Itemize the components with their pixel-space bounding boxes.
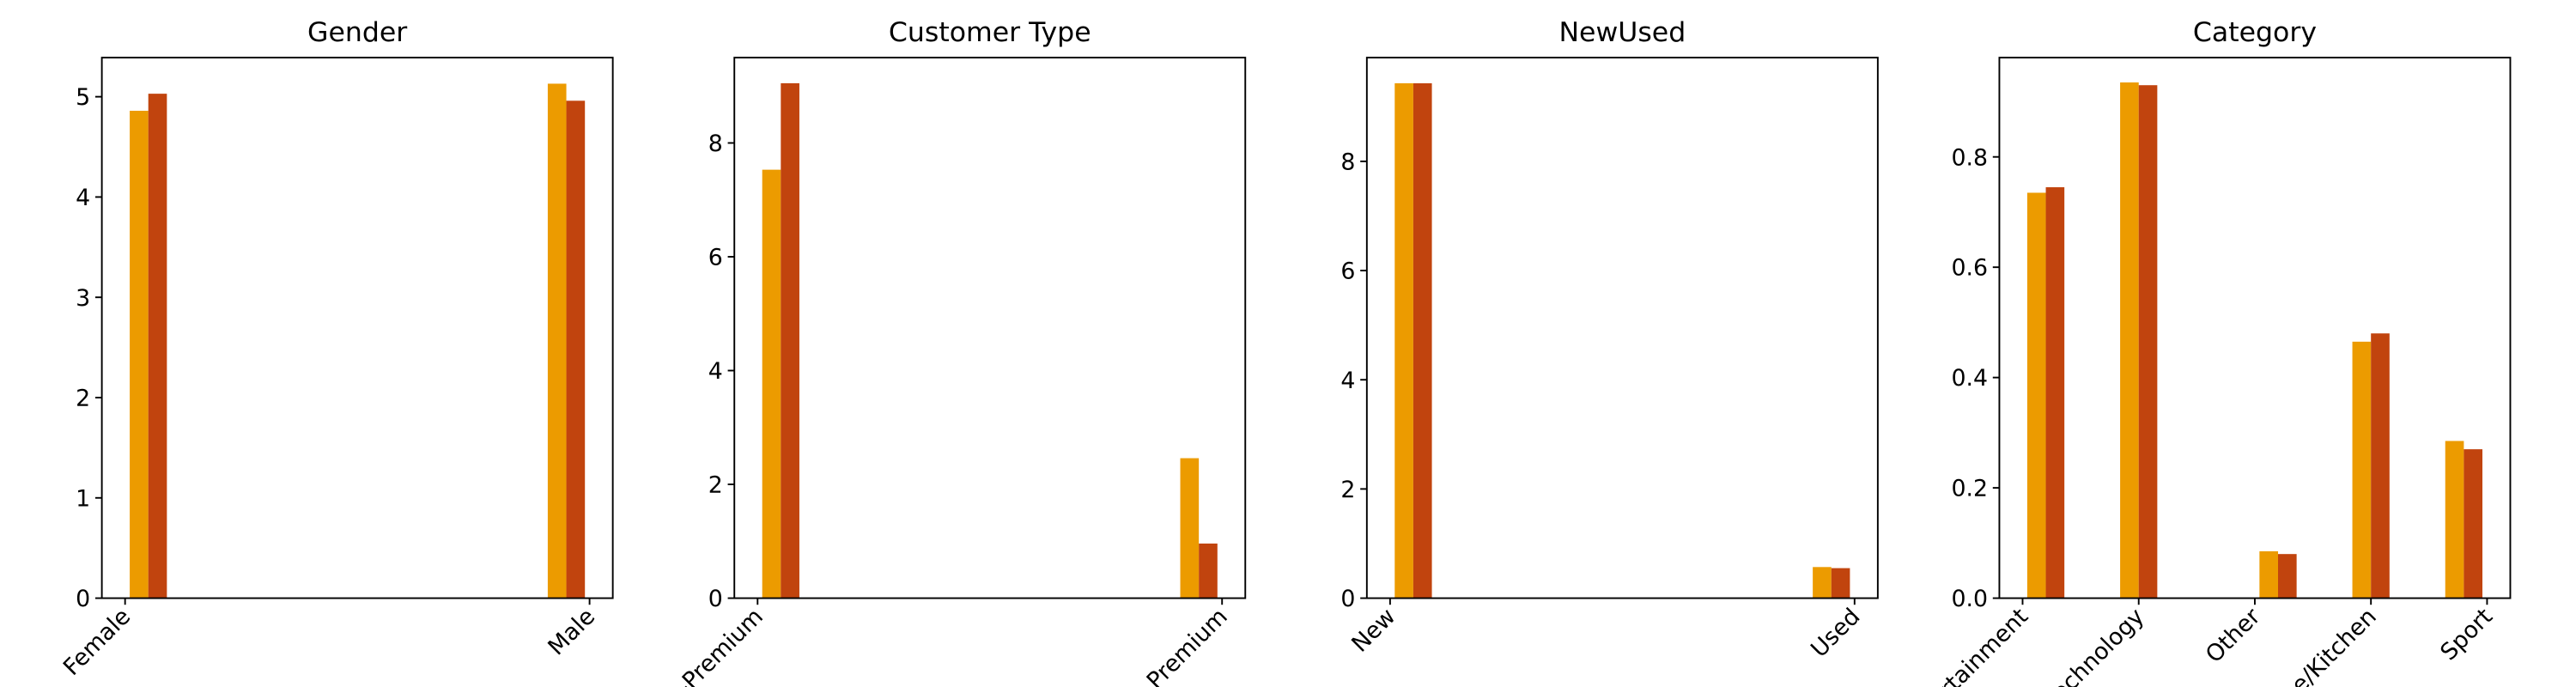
y-tick-label: 8 <box>708 131 723 157</box>
x-tick-label: Male <box>543 604 600 661</box>
x-tick-label: Home/Kitchen <box>2248 604 2381 687</box>
y-tick-label: 0 <box>1340 586 1355 612</box>
y-tick-label: 0.6 <box>1951 255 1988 282</box>
y-tick-label: 3 <box>76 285 90 312</box>
bar <box>2045 187 2065 599</box>
y-tick-label: 2 <box>1340 477 1355 503</box>
chart-title: Customer Type <box>889 17 1091 48</box>
bar <box>566 100 586 599</box>
chart-title: NewUsed <box>1558 17 1686 48</box>
bar <box>2026 192 2046 599</box>
bar <box>1413 82 1432 599</box>
bar <box>2259 550 2279 599</box>
y-tick-label: 4 <box>76 185 90 211</box>
subplot: 0 2 4 6 8 Non-Premium Premium Customer Type <box>639 17 1247 687</box>
bar <box>547 83 567 599</box>
bar <box>2464 449 2483 599</box>
bar <box>762 169 781 599</box>
x-tick-label: Non-Premium <box>639 604 769 687</box>
y-tick-label: 6 <box>1340 258 1355 285</box>
bar <box>1199 543 1218 599</box>
subplot: 0.0 0.2 0.4 0.6 0.8 Entertainment Technology Ot… <box>1898 17 2512 687</box>
subplot: 0 1 2 3 4 5 Female Male Gender <box>58 17 614 681</box>
bar <box>781 82 799 599</box>
y-tick-label: 5 <box>76 84 90 111</box>
y-tick-label: 6 <box>708 245 723 271</box>
y-tick-label: 0.0 <box>1951 586 1988 612</box>
axes-frame <box>733 57 1247 599</box>
y-tick-label: 0.8 <box>1951 144 1988 171</box>
chart-title: Category <box>2193 17 2317 48</box>
bar <box>2120 82 2139 599</box>
y-tick-label: 2 <box>76 386 90 412</box>
y-tick-label: 4 <box>1340 368 1355 394</box>
bar <box>1180 458 1200 599</box>
bar <box>130 110 149 599</box>
axes-frame <box>100 57 614 599</box>
bar <box>148 94 167 599</box>
y-tick-label: 4 <box>708 358 723 385</box>
x-tick-label: Used <box>1806 604 1865 663</box>
axes-frame <box>1998 57 2512 599</box>
chart-title: Gender <box>307 17 407 48</box>
bar <box>2352 341 2372 599</box>
bar <box>2445 441 2464 599</box>
bar <box>1394 82 1413 599</box>
x-tick-label: Entertainment <box>1898 604 2033 687</box>
y-tick-label: 0.2 <box>1951 476 1988 502</box>
x-tick-label: Sport <box>2435 604 2498 666</box>
y-tick-label: 8 <box>1340 149 1355 175</box>
bar <box>2278 554 2297 599</box>
bar <box>2138 85 2158 599</box>
bar <box>1813 567 1832 599</box>
x-tick-label: Technology <box>2039 603 2150 687</box>
y-tick-label: 0 <box>76 586 90 612</box>
y-tick-label: 1 <box>76 485 90 512</box>
y-tick-label: 2 <box>708 472 723 499</box>
x-tick-label: Other <box>2201 604 2266 669</box>
y-tick-label: 0.4 <box>1951 365 1988 392</box>
x-tick-label: Female <box>58 604 136 681</box>
bar <box>2371 333 2390 599</box>
x-tick-label: Premium <box>1142 604 1233 687</box>
y-tick-label: 0 <box>708 586 723 612</box>
axes-frame <box>1365 57 1879 599</box>
bar <box>1831 568 1850 599</box>
